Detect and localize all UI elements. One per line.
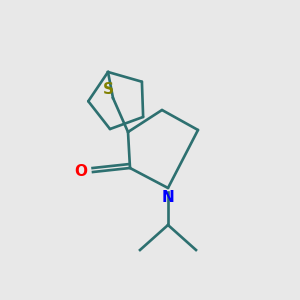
Text: S: S xyxy=(103,82,113,98)
Text: N: N xyxy=(162,190,174,206)
Text: O: O xyxy=(74,164,88,179)
